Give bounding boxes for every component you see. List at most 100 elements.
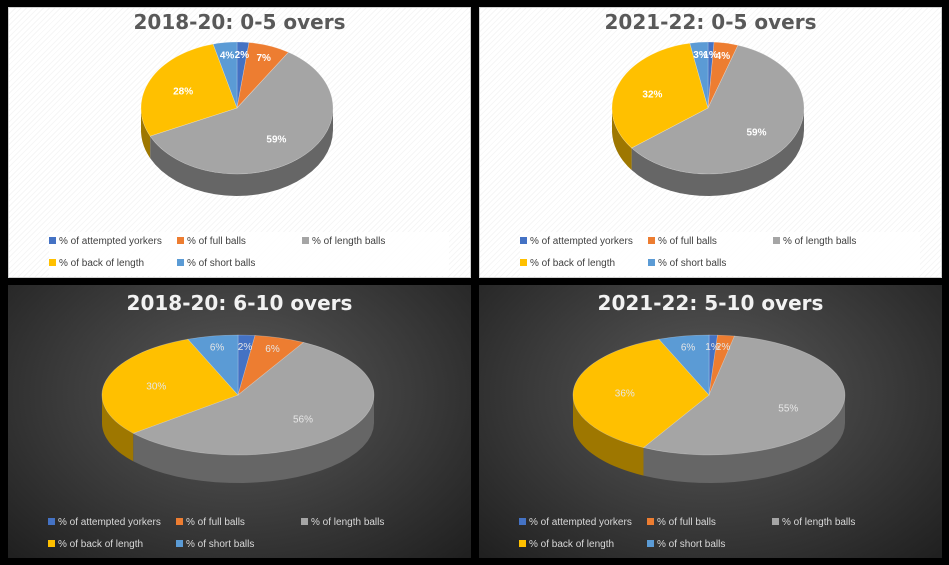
data-label-back-of-length: 28% xyxy=(173,87,193,98)
legend-label: % of full balls xyxy=(657,517,716,528)
legend-item-full-balls: % of full balls xyxy=(176,517,245,529)
legend-item-length-balls: % of length balls xyxy=(773,236,856,248)
legend-label: % of length balls xyxy=(783,236,857,247)
pie-slice-attempted-yorkers xyxy=(707,41,715,109)
pie-wall-back-of-length xyxy=(141,108,151,159)
legend-swatch xyxy=(647,518,654,525)
pie-side-walls xyxy=(102,395,374,483)
pie-side-walls xyxy=(612,108,804,196)
pie-chart: 2% 7% 59% 28% 4% xyxy=(140,41,334,196)
pie-wall-length-balls xyxy=(133,395,374,483)
legend-item-attempted-yorkers: % of attempted yorkers xyxy=(49,236,162,248)
legend-label: % of short balls xyxy=(187,258,256,269)
pie-slice-full-balls xyxy=(707,41,739,109)
legend-item-back-of-length: % of back of length xyxy=(48,539,143,551)
legend-swatch xyxy=(48,540,55,547)
chart-panel-2018-20-0-5-overs: 2018-20: 0-5 overs 2% 7% 59% 28% 4% % of att… xyxy=(8,7,471,278)
legend-swatch xyxy=(520,237,527,244)
chart-legend: % of attempted yorkers % of full balls % o… xyxy=(519,513,919,557)
legend-label: % of attempted yorkers xyxy=(529,517,632,528)
legend-swatch xyxy=(177,237,184,244)
legend-label: % of length balls xyxy=(311,517,385,528)
chart-panel-2021-22-0-5-overs: 2021-22: 0-5 overs 1% 4% 59% 32% 3% % of att… xyxy=(479,7,942,278)
pie-slice-full-balls xyxy=(237,335,305,396)
data-label-back-of-length: 36% xyxy=(615,389,635,400)
pie-side-walls xyxy=(141,108,333,196)
legend-label: % of length balls xyxy=(782,517,856,528)
pie-slice-short-balls xyxy=(212,41,238,109)
legend-swatch xyxy=(773,237,780,244)
chart-title: 2018-20: 6-10 overs xyxy=(126,291,353,315)
legend-item-back-of-length: % of back of length xyxy=(49,258,144,270)
legend-swatch xyxy=(519,518,526,525)
legend-swatch xyxy=(49,259,56,266)
pie-slice-short-balls xyxy=(689,41,709,109)
data-label-back-of-length: 32% xyxy=(642,89,662,100)
legend-item-short-balls: % of short balls xyxy=(647,539,725,551)
data-label-short-balls: 3% xyxy=(693,50,708,61)
data-label-back-of-length: 30% xyxy=(146,382,166,393)
legend-label: % of full balls xyxy=(187,236,246,247)
pie-wall-back-of-length xyxy=(612,108,632,170)
pie-chart: 2% 6% 56% 30% 6% xyxy=(101,334,375,483)
legend-item-full-balls: % of full balls xyxy=(648,236,717,248)
pie-slice-short-balls xyxy=(187,334,239,396)
data-label-attempted-yorkers: 2% xyxy=(238,342,253,353)
pie-slice-length-balls xyxy=(642,335,846,456)
legend-label: % of attempted yorkers xyxy=(530,236,633,247)
legend-item-short-balls: % of short balls xyxy=(177,258,255,270)
data-label-length-balls: 59% xyxy=(266,135,286,146)
pie-slice-short-balls xyxy=(658,334,710,396)
pie-slice-full-balls xyxy=(236,42,289,109)
pie-chart: 1%4% 59% 32% 3% xyxy=(611,41,805,196)
pie-slice-back-of-length xyxy=(611,42,709,149)
pie-slice-full-balls xyxy=(708,334,735,396)
data-label-full-balls: 2% xyxy=(716,342,731,353)
data-label-full-balls: 4% xyxy=(716,51,731,62)
data-label-short-balls: 6% xyxy=(210,343,225,354)
chart-panel-2021-22-5-10-overs: 2021-22: 5-10 overs 1% 2% 55% 36% 6% % of at… xyxy=(479,285,942,558)
legend-item-length-balls: % of length balls xyxy=(302,236,385,248)
legend-swatch xyxy=(520,259,527,266)
chart-title: 2018-20: 0-5 overs xyxy=(133,10,346,34)
data-label-full-balls: 6% xyxy=(265,344,280,355)
data-label-full-balls: 7% xyxy=(256,53,271,64)
legend-swatch xyxy=(176,540,183,547)
legend-label: % of back of length xyxy=(529,539,615,550)
data-label-short-balls: 4% xyxy=(220,50,235,61)
legend-item-length-balls: % of length balls xyxy=(301,517,384,529)
data-label-attempted-yorkers: 1% xyxy=(703,50,718,61)
legend-swatch xyxy=(176,518,183,525)
legend-item-attempted-yorkers: % of attempted yorkers xyxy=(48,517,161,529)
legend-swatch xyxy=(772,518,779,525)
pie-wall-length-balls xyxy=(643,395,845,483)
legend-label: % of short balls xyxy=(186,539,255,550)
legend-swatch xyxy=(648,259,655,266)
chart-legend: % of attempted yorkers % of full balls % o… xyxy=(48,513,448,557)
legend-item-short-balls: % of short balls xyxy=(648,258,726,270)
legend-item-length-balls: % of length balls xyxy=(772,517,855,529)
legend-swatch xyxy=(302,237,309,244)
data-label-length-balls: 55% xyxy=(778,404,798,415)
data-label-short-balls: 6% xyxy=(681,343,696,354)
pie-slice-length-balls xyxy=(149,51,334,175)
pie-slice-attempted-yorkers xyxy=(236,41,250,109)
legend-label: % of length balls xyxy=(312,236,386,247)
data-label-attempted-yorkers: 1% xyxy=(705,342,720,353)
pie-slice-length-balls xyxy=(631,44,805,175)
pie-chart: 1%2% 55% 36% 6% xyxy=(572,334,846,483)
legend-item-attempted-yorkers: % of attempted yorkers xyxy=(520,236,633,248)
legend-label: % of short balls xyxy=(657,539,726,550)
pie-slice-attempted-yorkers xyxy=(237,334,256,396)
pie-slice-length-balls xyxy=(132,342,375,456)
pie-wall-back-of-length xyxy=(102,395,134,462)
legend-swatch xyxy=(647,540,654,547)
chart-legend: % of attempted yorkers % of full balls % o… xyxy=(520,232,920,276)
legend-swatch xyxy=(177,259,184,266)
pie-slice-back-of-length xyxy=(572,338,710,448)
legend-item-back-of-length: % of back of length xyxy=(520,258,615,270)
legend-label: % of short balls xyxy=(658,258,727,269)
legend-label: % of back of length xyxy=(58,539,144,550)
legend-swatch xyxy=(519,540,526,547)
chart-title: 2021-22: 5-10 overs xyxy=(597,291,824,315)
